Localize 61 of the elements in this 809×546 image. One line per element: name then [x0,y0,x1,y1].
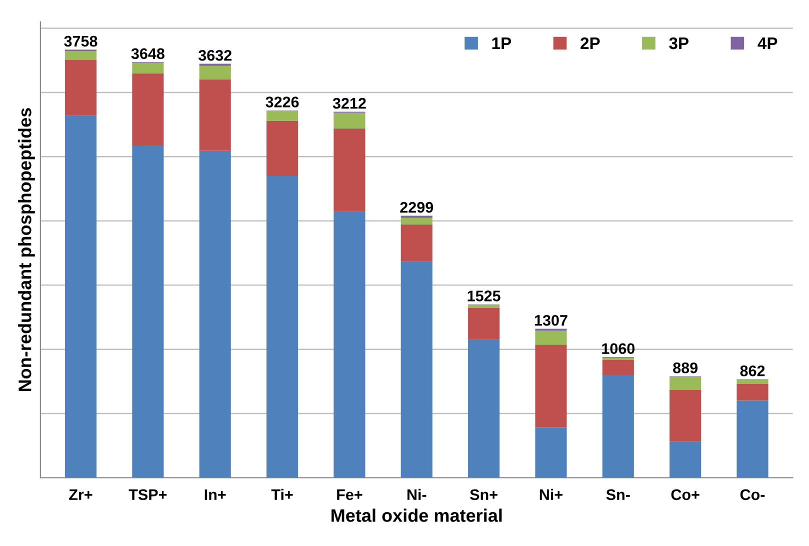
bar [400,224,432,262]
bar [670,376,702,390]
annotation: 2299 [400,202,434,213]
bar [535,344,567,428]
bar [64,116,97,478]
legend-label: 4P [758,38,778,50]
bar [64,60,97,116]
legend-label: 2P [580,37,600,50]
annotation: 889 [673,362,698,374]
annotation: 3648 [131,48,164,60]
x-tick-label: Ni+ [540,488,562,500]
bar [266,110,298,121]
bar [736,400,768,478]
x-tick-label: Ni- [407,488,426,500]
bar [132,146,164,478]
x-tick-label: TSP+ [128,489,167,500]
bar [334,128,366,212]
legend-label: 3P [669,37,689,50]
bar [670,390,702,442]
bar [602,360,634,376]
bar [64,50,97,60]
bar [468,340,500,478]
annotation: 1060 [602,343,635,354]
x-tick-label: In+ [204,489,226,500]
x-tick-label: Co+ [671,489,700,500]
bar [468,308,500,340]
bar [468,304,500,308]
bar [400,262,432,478]
bar [736,384,768,400]
bar [535,330,567,345]
x-tick-label: Sn- [606,489,630,500]
x-tick-label: Zr+ [69,489,92,500]
annotation: 3632 [198,50,232,61]
annotation: 3226 [266,96,299,108]
bar [670,441,702,478]
annotation: 862 [740,365,765,376]
x-tick-label: Sn+ [470,489,498,500]
bar [602,375,634,478]
bar [266,176,298,478]
x-tick-label: Fe+ [337,489,362,500]
annotation: 3212 [332,98,366,109]
legend-label: 1P [492,38,512,50]
annotation: 1525 [468,290,500,302]
annotation: 3758 [64,36,98,47]
bar [535,427,567,478]
bar [132,73,164,146]
bar [266,120,298,176]
y-axis-title: Non-redundant phosphopeptides [18,108,35,391]
bar [199,150,231,478]
annotation: 1307 [534,314,568,326]
bar [199,79,231,151]
bar [334,212,366,478]
bar [602,357,634,360]
x-axis-title: Metal oxide material [332,508,502,522]
x-tick-label: Co- [740,489,765,500]
x-tick-label: Ti+ [271,488,293,500]
bar [132,62,164,74]
bar [334,112,366,128]
bar [400,218,432,224]
bar [199,66,231,80]
bar [736,380,768,384]
